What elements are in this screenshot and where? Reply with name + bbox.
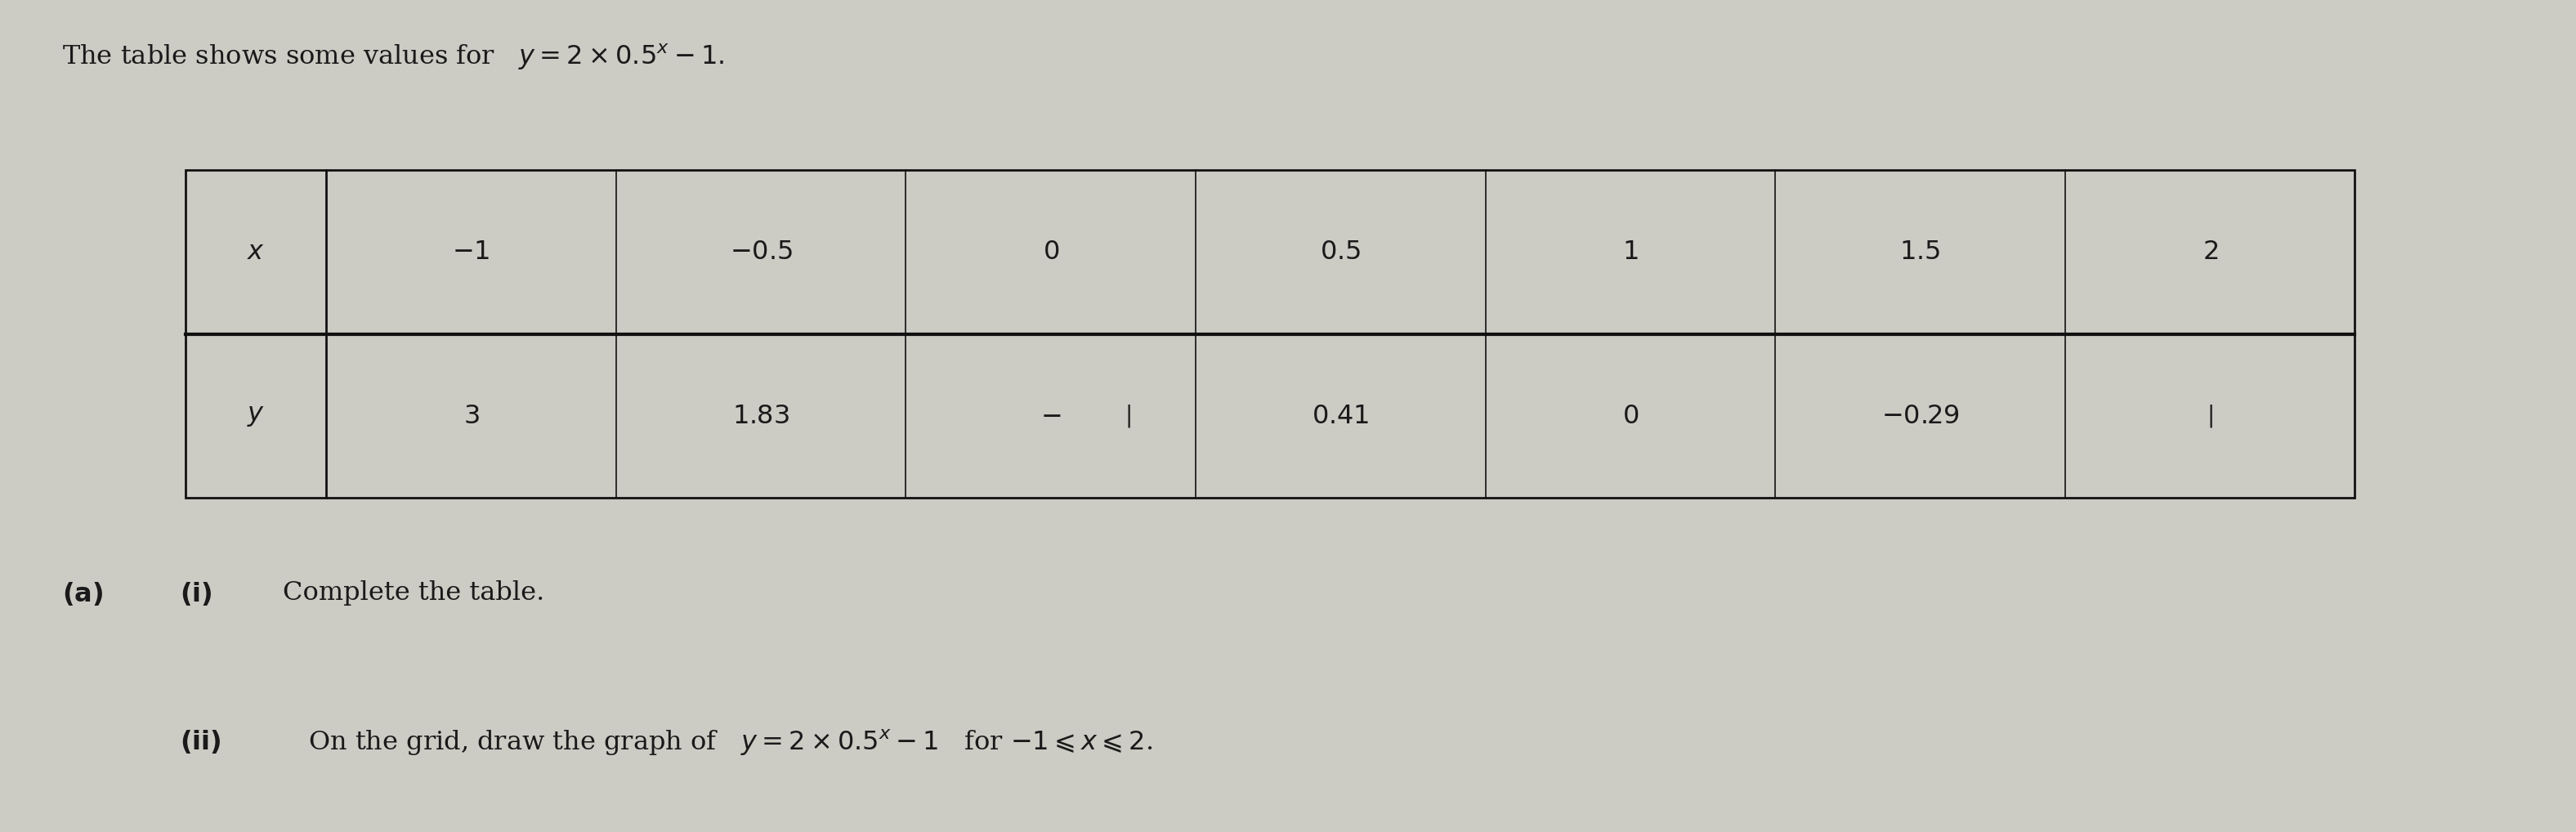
Text: $-$: $-$ bbox=[1041, 404, 1061, 428]
Text: $0.5$: $0.5$ bbox=[1319, 240, 1360, 265]
Text: $1$: $1$ bbox=[1623, 240, 1638, 265]
Text: On the grid, draw the graph of   $y = 2\times0.5^{x}-1$   for $-1 \leqslant x \l: On the grid, draw the graph of $y = 2\ti… bbox=[309, 728, 1154, 757]
Text: $\mathbf{(i)}$: $\mathbf{(i)}$ bbox=[180, 580, 211, 607]
Text: $1.83$: $1.83$ bbox=[732, 404, 788, 428]
Text: $x$: $x$ bbox=[247, 240, 265, 265]
Text: $1.5$: $1.5$ bbox=[1899, 240, 1940, 265]
Text: $0$: $0$ bbox=[1623, 404, 1638, 428]
Text: $2$: $2$ bbox=[2202, 240, 2218, 265]
Text: $0$: $0$ bbox=[1043, 240, 1059, 265]
Bar bbox=[185, 170, 2354, 498]
Text: $-1$: $-1$ bbox=[453, 240, 489, 265]
Text: $|$: $|$ bbox=[1126, 403, 1131, 429]
Text: $\mathbf{(ii)}$: $\mathbf{(ii)}$ bbox=[180, 728, 222, 755]
Text: $-0.5$: $-0.5$ bbox=[729, 240, 793, 265]
Text: The table shows some values for   $y = 2\times0.5^{x}-1.$: The table shows some values for $y = 2\t… bbox=[62, 42, 724, 72]
Text: $\mathbf{(a)}$: $\mathbf{(a)}$ bbox=[62, 580, 103, 607]
Text: $0.41$: $0.41$ bbox=[1311, 404, 1370, 428]
Text: Complete the table.: Complete the table. bbox=[283, 580, 544, 606]
Text: $3$: $3$ bbox=[464, 404, 479, 428]
Text: $-0.29$: $-0.29$ bbox=[1880, 404, 1960, 428]
Text: $|$: $|$ bbox=[2208, 403, 2213, 429]
Text: $y$: $y$ bbox=[247, 404, 265, 428]
